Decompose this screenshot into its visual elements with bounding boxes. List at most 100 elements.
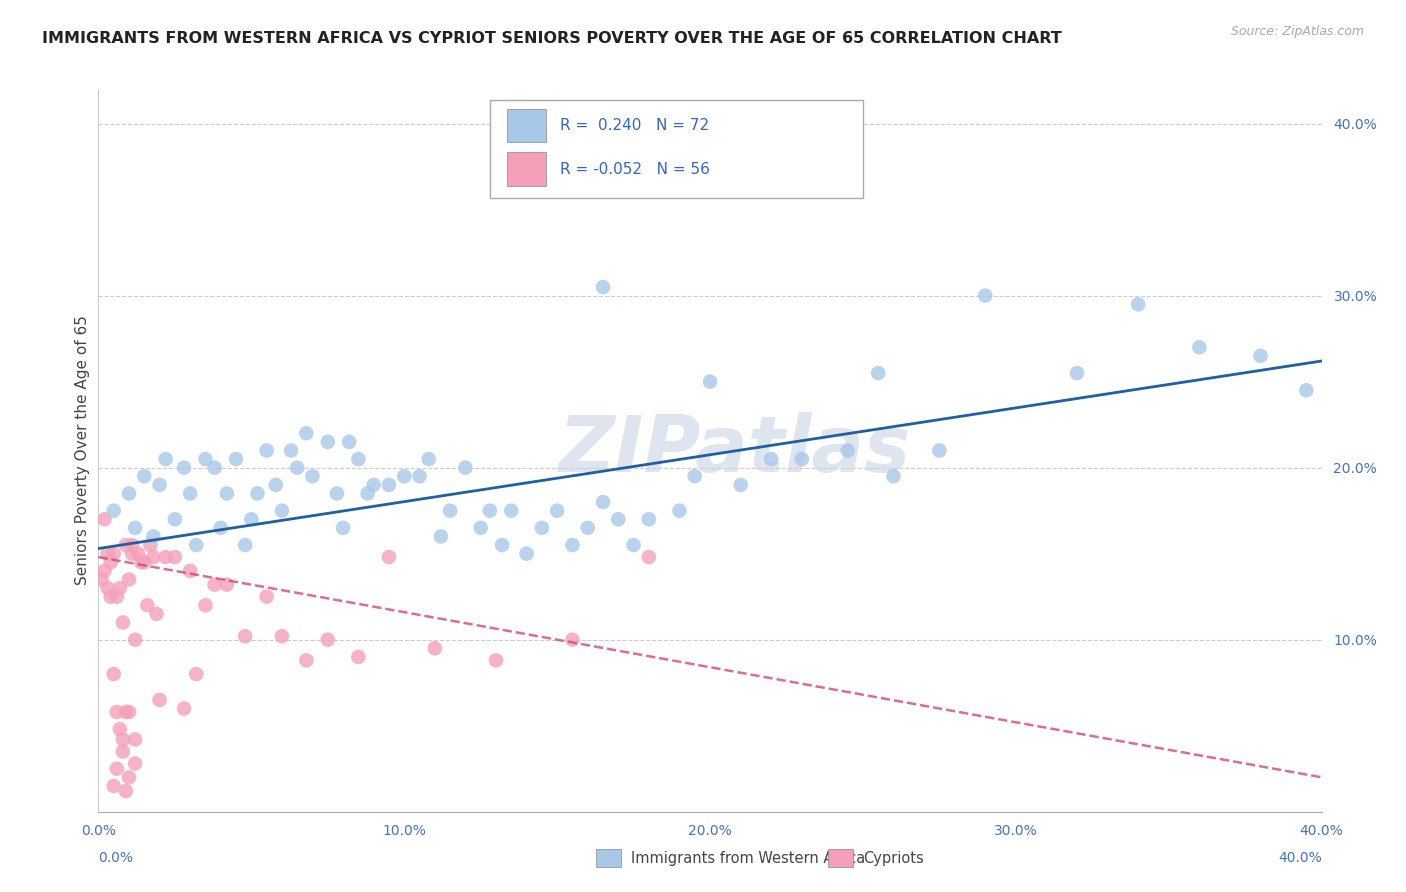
Point (530, 521, 553, 535)
FancyBboxPatch shape (489, 100, 863, 198)
Point (332, 521, 354, 535)
Point (204, 577, 226, 591)
Point (115, 538, 138, 552)
Text: Source: ZipAtlas.com: Source: ZipAtlas.com (1230, 25, 1364, 38)
Point (378, 550, 401, 565)
Point (246, 486, 269, 500)
Point (408, 469, 430, 483)
Point (1371, 358, 1393, 372)
Point (592, 495, 614, 509)
Point (592, 280, 614, 294)
Point (378, 478, 401, 492)
Point (111, 744, 134, 758)
Point (179, 486, 201, 500)
Point (105, 705, 128, 719)
Point (179, 564, 201, 578)
Point (121, 547, 143, 561)
Point (316, 632, 339, 647)
Point (356, 486, 378, 500)
Point (256, 590, 278, 604)
Point (699, 375, 721, 389)
Point (478, 503, 501, 517)
Point (111, 615, 134, 630)
Point (215, 486, 238, 500)
Point (134, 555, 156, 569)
Point (127, 547, 149, 561)
Point (103, 547, 125, 561)
Point (546, 503, 568, 517)
Point (623, 538, 645, 552)
Point (576, 521, 599, 535)
Point (103, 667, 125, 681)
Text: IMMIGRANTS FROM WESTERN AFRICA VS CYPRIOT SENIORS POVERTY OVER THE AGE OF 65 COR: IMMIGRANTS FROM WESTERN AFRICA VS CYPRIO… (42, 31, 1062, 46)
Point (124, 732, 146, 747)
Point (264, 478, 287, 492)
Point (347, 452, 370, 467)
Point (501, 503, 523, 517)
Point (423, 641, 446, 656)
Point (301, 469, 323, 483)
Point (607, 168, 630, 182)
Point (118, 705, 141, 719)
Point (439, 503, 461, 517)
Point (868, 366, 890, 380)
Point (668, 503, 690, 517)
Text: Cypriots: Cypriots (863, 851, 924, 865)
Point (142, 550, 165, 565)
Point (142, 529, 165, 543)
Point (93, 564, 115, 578)
Point (256, 443, 278, 458)
Point (561, 538, 583, 552)
Point (105, 590, 128, 604)
Point (363, 478, 385, 492)
Point (1128, 297, 1150, 311)
Point (1295, 384, 1317, 398)
Point (136, 599, 159, 613)
Point (145, 607, 167, 621)
Point (121, 538, 143, 552)
Point (295, 426, 318, 441)
Point (418, 452, 440, 467)
Point (103, 503, 125, 517)
Point (149, 478, 172, 492)
Point (163, 512, 186, 526)
Text: Immigrants from Western Africa: Immigrants from Western Africa (631, 851, 866, 865)
Point (129, 555, 152, 569)
Point (730, 478, 752, 492)
Point (454, 460, 477, 475)
Point (149, 693, 172, 707)
Point (111, 732, 134, 747)
Text: R =  0.240   N = 72: R = 0.240 N = 72 (560, 118, 709, 133)
Point (928, 443, 950, 458)
Point (90, 573, 112, 587)
Point (392, 469, 416, 483)
Point (124, 521, 146, 535)
Point (790, 452, 813, 467)
Point (491, 538, 513, 552)
Point (430, 529, 453, 543)
Point (204, 460, 226, 475)
Point (173, 460, 195, 475)
Point (280, 443, 302, 458)
Point (326, 486, 349, 500)
Point (93, 512, 115, 526)
Y-axis label: Seniors Poverty Over the Age of 65: Seniors Poverty Over the Age of 65 (75, 316, 90, 585)
Point (186, 667, 208, 681)
Point (974, 288, 997, 302)
Point (233, 538, 256, 552)
Point (295, 653, 318, 667)
Text: ZIPatlas: ZIPatlas (558, 412, 911, 489)
Point (103, 779, 125, 793)
Point (118, 486, 141, 500)
Point (637, 550, 661, 565)
Point (173, 701, 195, 715)
Point (225, 452, 247, 467)
Point (100, 590, 122, 604)
Point (194, 452, 217, 467)
Point (607, 512, 630, 526)
Point (115, 784, 138, 798)
Point (1188, 340, 1211, 354)
Point (270, 629, 292, 643)
Point (470, 521, 492, 535)
Point (115, 705, 138, 719)
